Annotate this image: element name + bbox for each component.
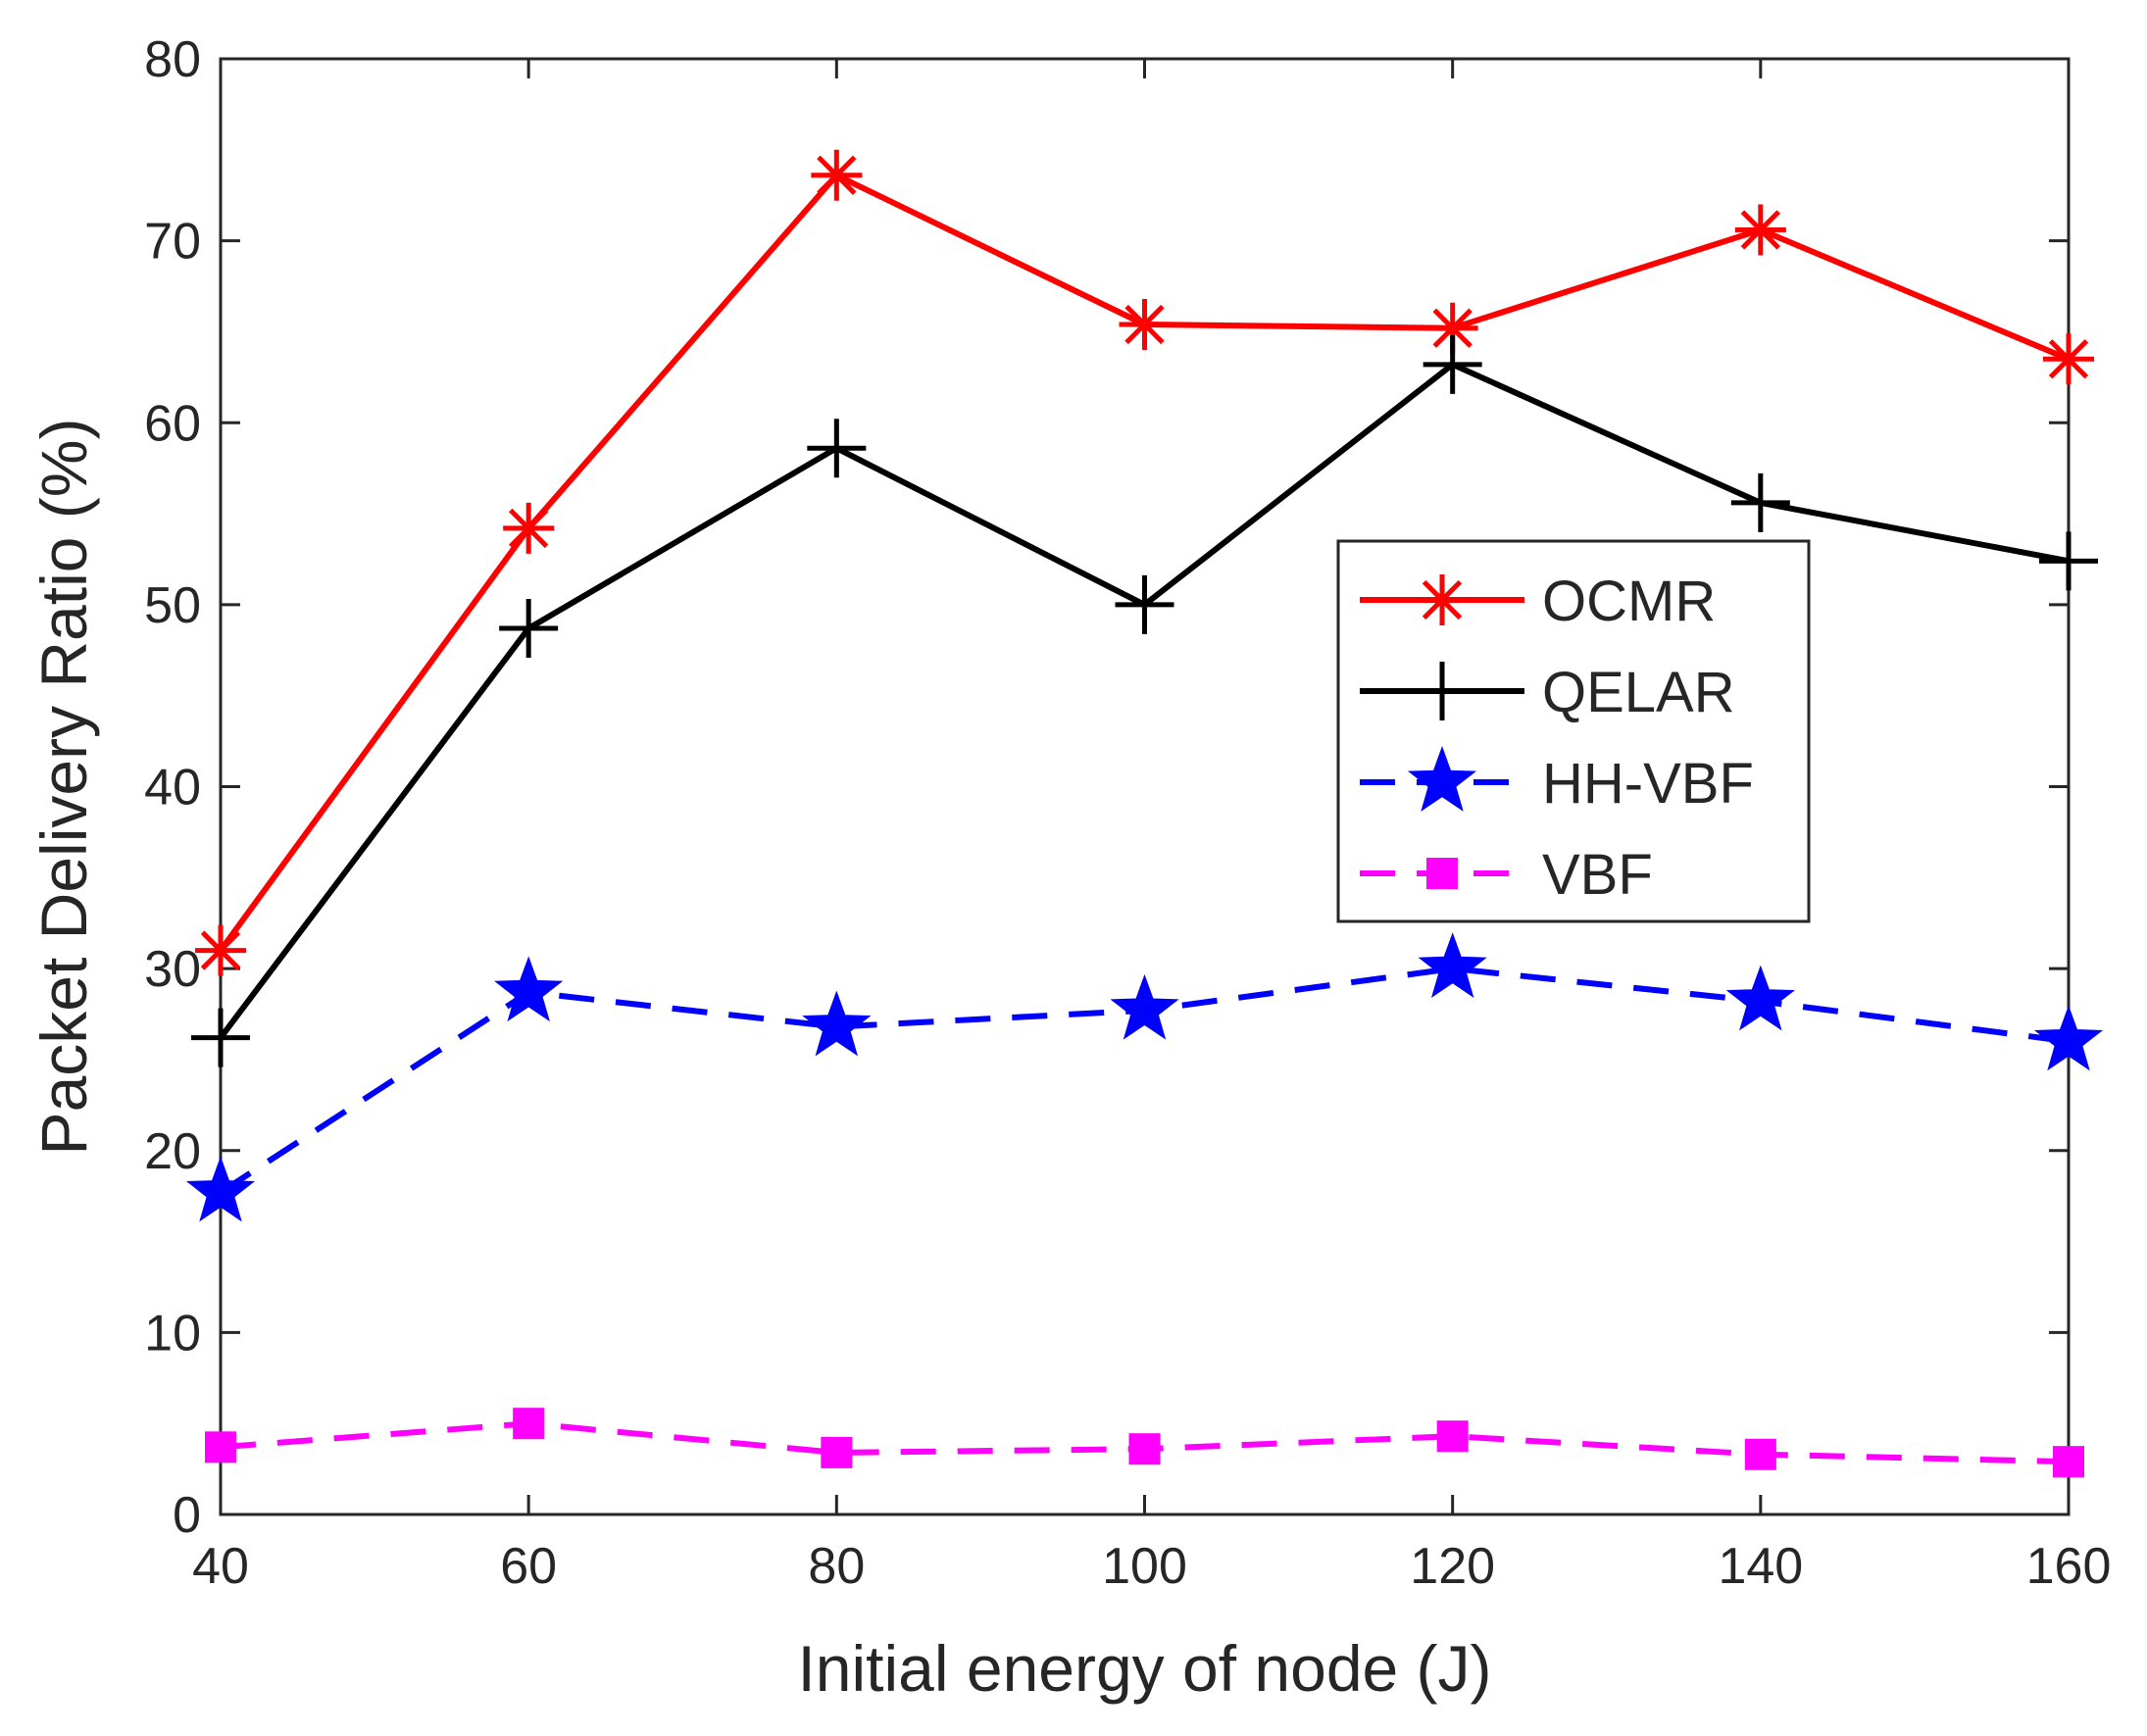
data-point-qelar <box>1115 574 1174 634</box>
x-tick-label: 140 <box>1718 1538 1803 1595</box>
data-point-qelar <box>1730 472 1790 532</box>
series-vbf <box>205 1408 2084 1478</box>
data-point-ocmr <box>2043 333 2094 385</box>
data-point-vbf <box>205 1431 236 1463</box>
legend-marker-hh-vbf <box>1407 746 1477 812</box>
data-point-qelar <box>191 1008 250 1067</box>
data-point-vbf <box>513 1408 545 1440</box>
y-tick-label: 10 <box>144 1305 201 1362</box>
asterisk-stroke <box>817 155 857 195</box>
data-point-ocmr <box>1734 204 1786 256</box>
x-tick-label: 160 <box>2026 1538 2112 1595</box>
y-tick-label: 80 <box>144 31 201 88</box>
data-point-qelar <box>1423 334 1482 394</box>
asterisk-stroke <box>200 930 241 970</box>
x-tick-label: 80 <box>808 1538 865 1595</box>
data-point-vbf <box>2053 1446 2084 1478</box>
data-point-ocmr <box>1119 299 1171 351</box>
axis-ticks: 40 60 80 100 120 140 160 0 10 20 30 40 50 60 70 80 <box>144 31 2111 1595</box>
legend-label-qelar: QELAR <box>1542 661 1735 724</box>
legend-entry-hh-vbf: HH-VBF <box>1360 746 1754 816</box>
data-point-hh-vbf <box>1418 932 1487 998</box>
data-point-qelar <box>2039 531 2098 591</box>
data-point-hh-vbf <box>185 1156 256 1222</box>
x-axis-title: Initial energy of node (J) <box>797 1632 1491 1705</box>
asterisk-stroke <box>2048 339 2089 379</box>
legend-entry-qelar: QELAR <box>1360 661 1735 724</box>
legend-marker-vbf <box>1426 858 1458 889</box>
legend-entry-ocmr: OCMR <box>1360 570 1716 633</box>
data-point-vbf <box>1436 1420 1469 1453</box>
y-tick-label: 60 <box>144 395 201 452</box>
asterisk-stroke <box>1124 304 1165 345</box>
data-point-ocmr <box>811 149 863 201</box>
series-ocmr <box>195 149 2094 976</box>
asterisk-stroke <box>1422 579 1463 620</box>
y-axis-title: Packet Delivery Ratio (%) <box>27 419 100 1156</box>
data-point-ocmr <box>1426 302 1478 354</box>
x-tick-label: 100 <box>1102 1538 1187 1595</box>
data-point-ocmr <box>503 502 555 554</box>
legend-label-vbf: VBF <box>1542 843 1653 907</box>
legend-marker-ocmr <box>1417 574 1468 625</box>
y-tick-label: 40 <box>144 760 201 817</box>
y-tick-label: 30 <box>144 941 201 998</box>
legend: OCMR QELAR HH-VBF VBF <box>1336 539 1811 923</box>
series-hh-vbf <box>185 932 2104 1222</box>
data-point-hh-vbf <box>1110 973 1179 1040</box>
asterisk-stroke <box>1740 210 1780 250</box>
data-point-vbf <box>821 1436 853 1468</box>
x-tick-label: 120 <box>1410 1538 1495 1595</box>
legend-box <box>1336 539 1811 923</box>
legend-label-ocmr: OCMR <box>1542 570 1716 633</box>
asterisk-stroke <box>1432 308 1473 348</box>
legend-label-hh-vbf: HH-VBF <box>1542 752 1754 816</box>
asterisk-stroke <box>509 508 549 549</box>
y-tick-label: 20 <box>144 1123 201 1180</box>
data-point-hh-vbf <box>802 990 872 1057</box>
legend-entry-vbf: VBF <box>1360 843 1653 907</box>
data-point-hh-vbf <box>1725 965 1795 1031</box>
legend-marker-qelar <box>1413 662 1472 720</box>
data-point-hh-vbf <box>494 956 564 1022</box>
data-point-vbf <box>1744 1438 1776 1470</box>
data-point-hh-vbf <box>2033 1005 2104 1071</box>
y-tick-label: 50 <box>144 577 201 634</box>
data-point-qelar <box>807 419 867 478</box>
data-point-ocmr <box>195 924 246 976</box>
y-tick-label: 70 <box>144 214 201 271</box>
series-qelar <box>191 334 2098 1067</box>
data-series <box>185 149 2104 1478</box>
x-tick-label: 40 <box>192 1538 249 1595</box>
y-tick-label: 0 <box>173 1487 201 1544</box>
data-point-qelar <box>499 599 559 659</box>
data-point-vbf <box>1128 1433 1161 1465</box>
x-tick-label: 60 <box>500 1538 557 1595</box>
